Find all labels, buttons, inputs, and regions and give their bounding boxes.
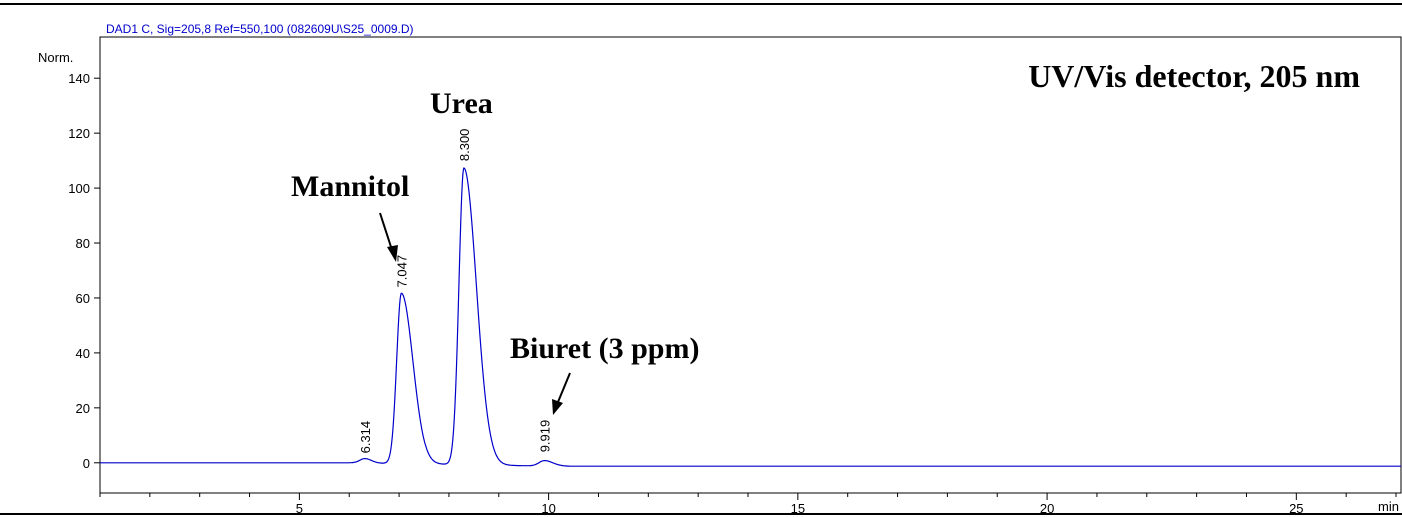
arrow-biuret — [552, 372, 571, 415]
y-tick-label: 20 — [76, 401, 90, 416]
y-axis: 0 20 40 60 80 100 120 140 — [68, 71, 100, 471]
x-tick-label: 15 — [791, 501, 805, 516]
annotation-urea: Urea — [430, 87, 493, 120]
plot-frame — [99, 36, 1402, 494]
peak-label: 6.314 — [358, 421, 373, 454]
y-tick-label: 100 — [68, 181, 90, 196]
x-tick-label: 20 — [1040, 501, 1054, 516]
y-tick-label: 140 — [68, 71, 90, 86]
x-tick-label: 5 — [296, 501, 303, 516]
x-axis-unit-label: min — [1378, 499, 1399, 514]
y-tick-label: 0 — [83, 456, 90, 471]
peak-label: 9.919 — [538, 420, 553, 453]
peak-label: 8.300 — [457, 129, 472, 162]
peak-label: 7.047 — [394, 255, 409, 288]
y-tick-label: 40 — [76, 346, 90, 361]
y-tick-label: 120 — [68, 126, 90, 141]
signal-trace — [100, 167, 1401, 467]
arrow-mannitol — [379, 212, 398, 262]
chart-header: DAD1 C, Sig=205,8 Ref=550,100 (082609U\S… — [106, 22, 414, 36]
x-tick-label: 25 — [1289, 501, 1303, 516]
peak-labels: 6.314 7.047 8.300 9.919 — [358, 129, 553, 454]
y-tick-label: 80 — [76, 236, 90, 251]
chart-title: UV/Vis detector, 205 nm — [1028, 58, 1360, 94]
y-axis-unit-label: Norm. — [38, 50, 73, 65]
annotation-mannitol: Mannitol — [291, 170, 409, 203]
annotation-biuret: Biuret (3 ppm) — [510, 332, 699, 365]
x-axis: 5 10 15 20 25 — [99, 493, 1397, 516]
y-tick-label: 60 — [76, 291, 90, 306]
x-tick-label: 10 — [541, 501, 555, 516]
